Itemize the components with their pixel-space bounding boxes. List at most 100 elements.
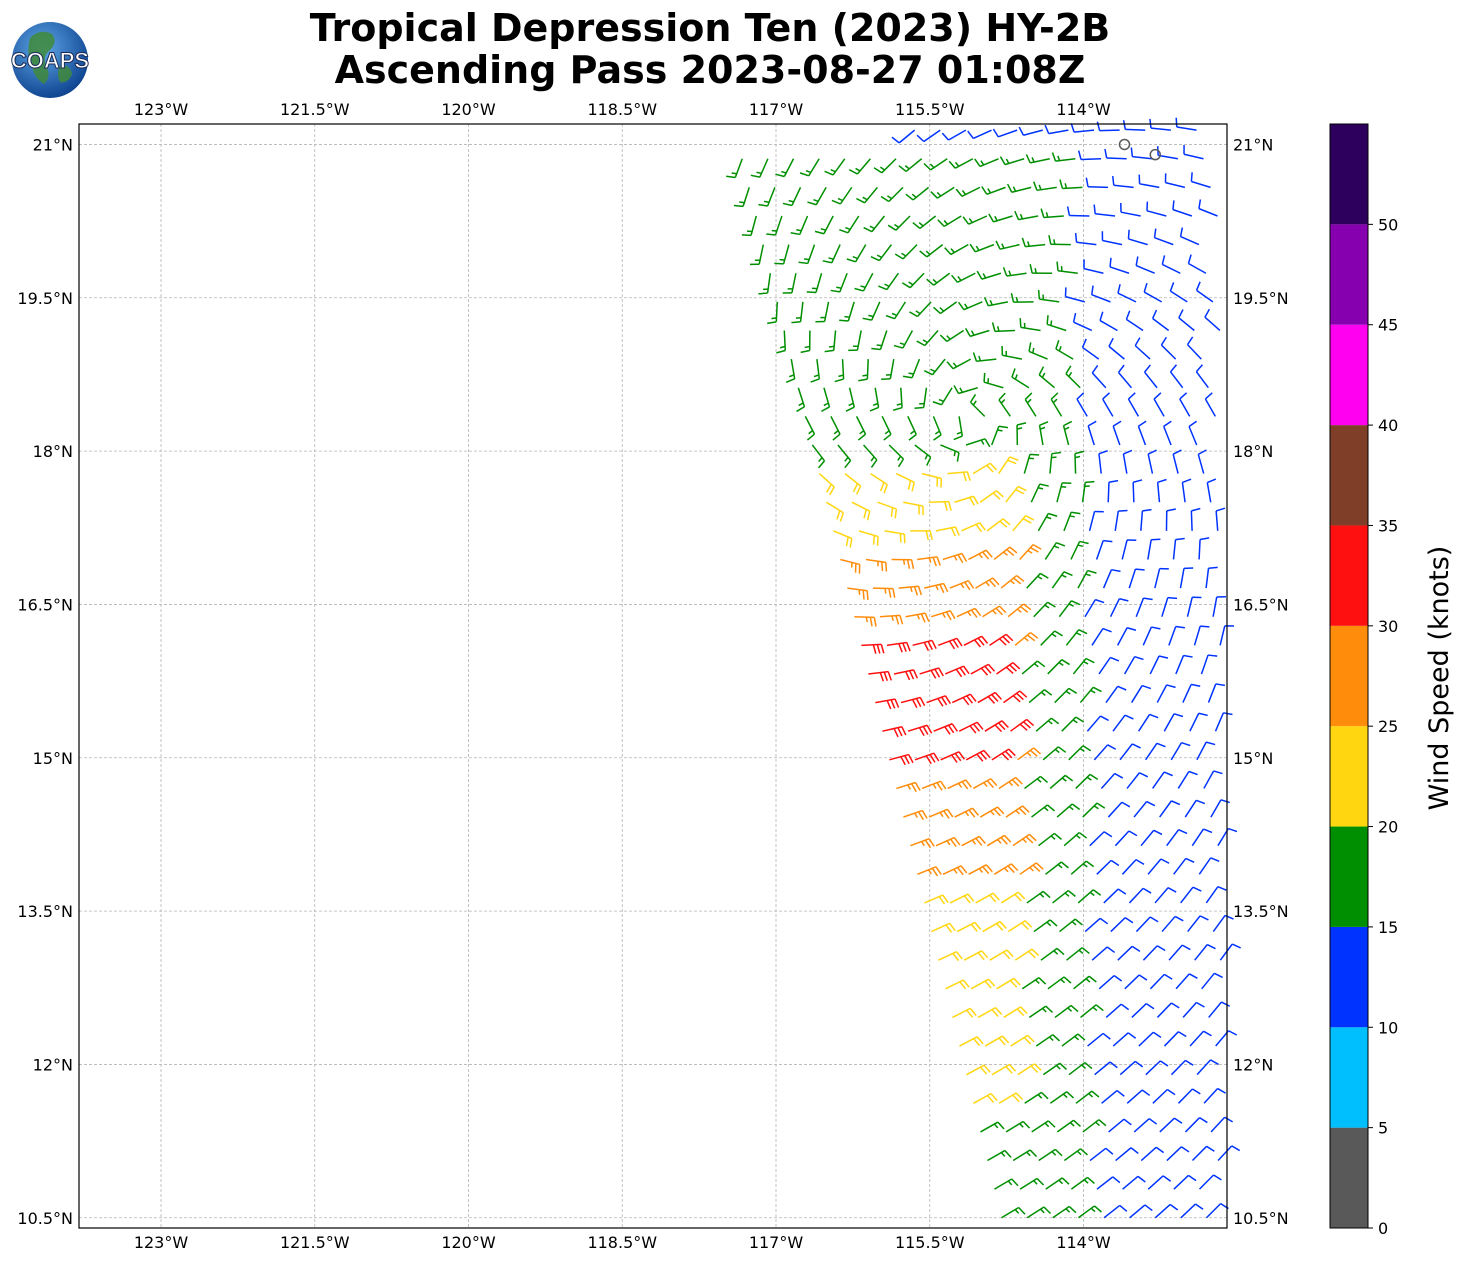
colorbar: 0 5 10 15 20 25 30 35 40 45 50 [1329,123,1398,1238]
lon-tick-label-bottom: 123°W [134,1233,189,1252]
wind-barb [1149,655,1169,675]
wind-barb [1080,1004,1104,1019]
wind-barb [881,416,892,441]
wind-barb [1156,146,1179,160]
wind-barb [972,778,998,790]
lat-tick-label-right: 15°N [1233,749,1273,768]
wind-barb [1112,1032,1137,1047]
wind-barb [1045,861,1069,875]
wind-barb [998,776,1023,790]
wind-barb [806,273,823,294]
wind-barb [1021,660,1046,675]
wind-barb [741,215,757,237]
wind-barb [1112,420,1122,446]
wind-barb [847,587,869,600]
wind-barb [1070,123,1095,133]
wind-barb [1152,1088,1176,1104]
wind-barb [1014,631,1039,646]
wind-barb [1205,885,1227,904]
wind-barb [1126,772,1149,789]
wind-barb [1128,568,1145,589]
wind-barb [1175,654,1193,675]
wind-barb [1188,420,1198,446]
wind-barb [916,129,941,143]
wind-barb [1002,267,1027,277]
wind-barb [1011,368,1030,389]
wind-barb [1180,886,1202,904]
wind-barb [1156,684,1176,703]
wind-barb [767,301,779,325]
colorbar-tick-label: 0 [1378,1219,1388,1238]
wind-barb [962,215,988,225]
wind-barb [815,301,830,323]
wind-barb [965,438,991,448]
wind-barb [1121,539,1137,560]
wind-barb [1024,1091,1049,1104]
wind-barb [1194,943,1216,961]
wind-barb [1168,625,1185,646]
wind-barb [814,215,834,235]
wind-barb [926,272,951,286]
wind-barb [1048,235,1071,246]
wind-barb [888,444,905,468]
colorbar-bin [1330,224,1368,325]
wind-barb [991,1063,1017,1076]
wind-barb [1182,683,1201,703]
colorbar-bin [1330,1027,1368,1128]
wind-barb [1114,509,1128,531]
wind-barb [980,1121,1005,1133]
wind-barb [875,698,900,710]
colorbar-tick-label: 40 [1378,416,1398,435]
wind-barb [775,158,795,178]
wind-barb [1077,1205,1102,1219]
wind-barb [947,471,971,482]
lat-tick-label-left: 18°N [33,442,73,461]
wind-barb [1181,478,1192,503]
wind-barb [1064,287,1085,303]
wind-barb [901,272,925,289]
wind-barb [1138,174,1160,189]
wind-barb [944,665,970,678]
wind-barb [1024,392,1037,417]
wind-barb [954,495,979,506]
wind-barb [1160,336,1177,360]
wind-barb [937,637,963,650]
wind-barb [1130,684,1152,703]
wind-barb [1056,261,1078,274]
wind-barb [862,301,881,321]
wind-barb [1073,975,1097,990]
wind-barb [1000,574,1025,589]
wind-barb [944,243,969,256]
wind-barb [854,615,877,627]
wind-barb [1026,572,1049,589]
wind-barb [1066,206,1090,217]
wind-barb [1195,281,1214,303]
wind-barb [822,244,841,264]
wind-barb [948,158,974,169]
wind-barb [1201,972,1223,990]
wind-barb [1156,478,1167,503]
wind-barb [1163,1031,1187,1047]
wind-barb [1159,1117,1183,1133]
colorbar-tick-label: 15 [1378,918,1398,937]
wind-barb [1154,887,1177,904]
wind-barb [907,416,917,441]
wind-barb [824,158,846,176]
wind-barb [1126,1089,1151,1104]
wind-barb [884,530,906,544]
wind-barb [1017,747,1042,761]
wind-barb [1061,1033,1086,1047]
wind-barb [1127,392,1140,417]
wind-barb [1135,916,1159,933]
wind-barb [1010,1034,1035,1047]
wind-barb [1012,514,1035,532]
wind-barb [982,605,1007,618]
wind-barb [1093,204,1116,217]
wind-barb [912,215,937,230]
wind-barb [863,444,878,468]
wind-barb [1105,685,1127,704]
wind-barb [970,978,996,990]
wind-barb [930,186,955,199]
wind-barb [977,1006,1003,1019]
wind-barb [1183,145,1204,160]
